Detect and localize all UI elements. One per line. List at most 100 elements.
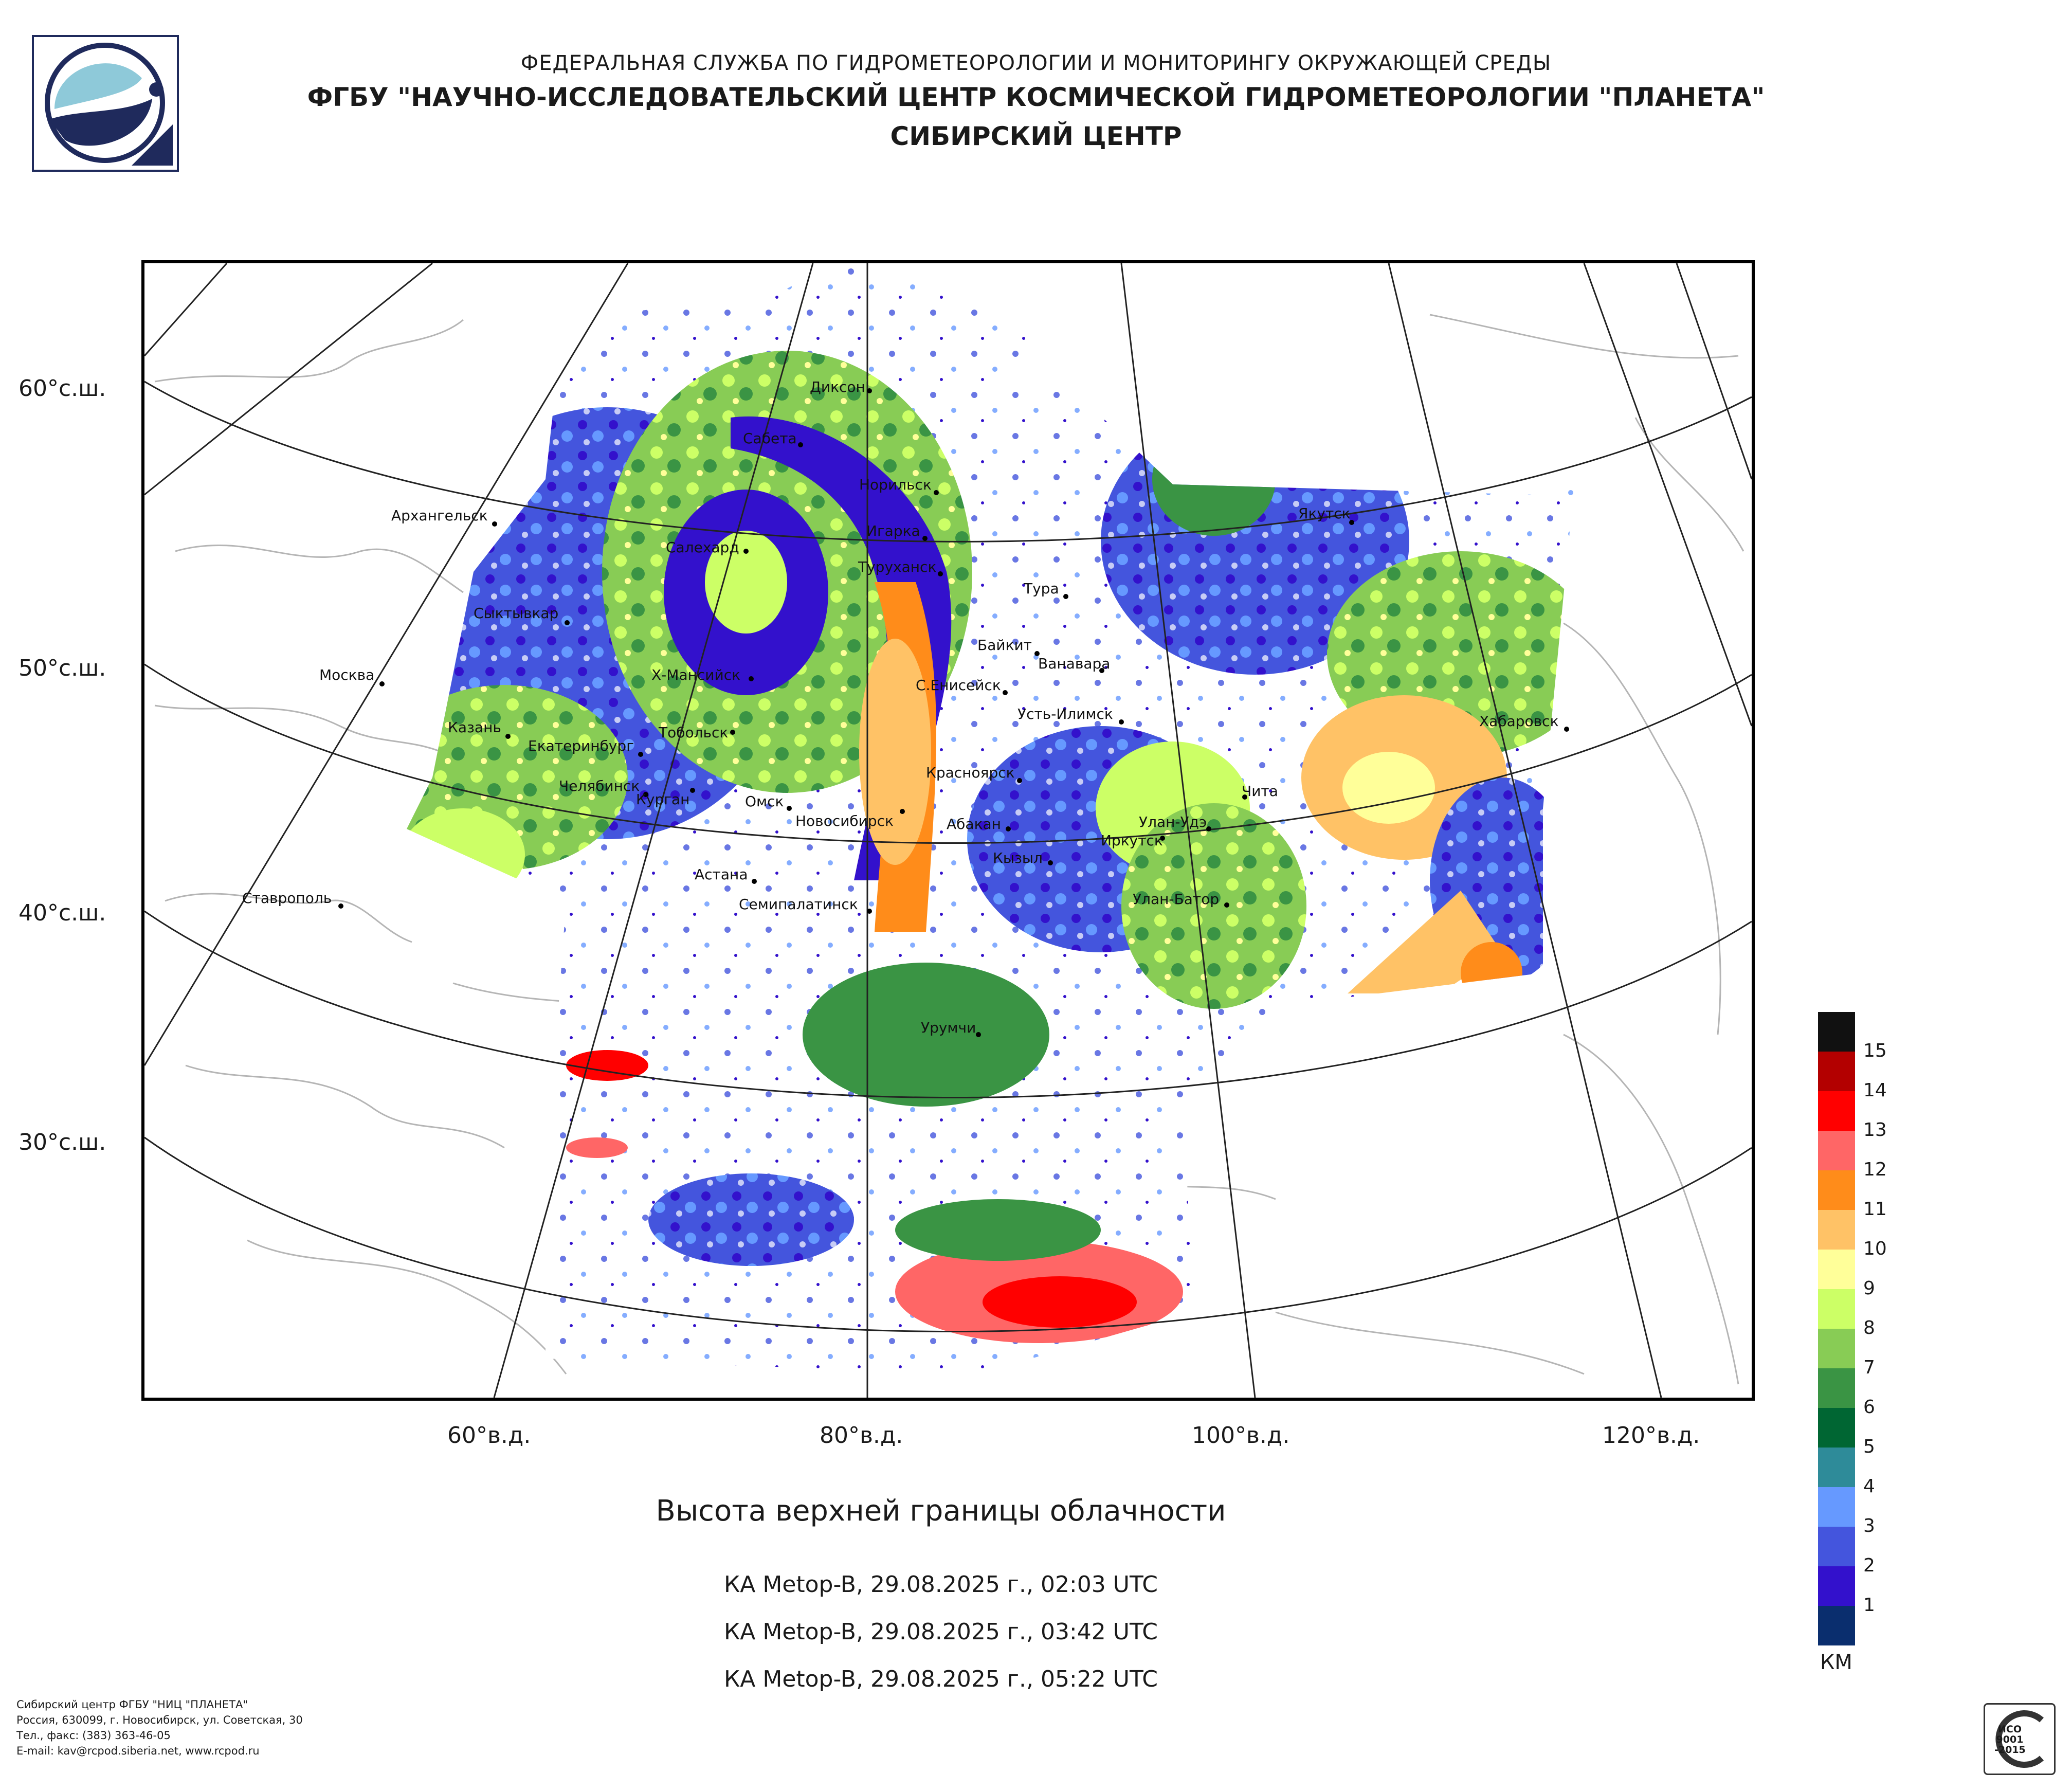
lat-label-60: 60°с.ш. (19, 375, 106, 402)
city-yekaterinburg: Екатеринбург (528, 737, 643, 757)
svg-text:Сабета: Сабета (743, 430, 797, 447)
legend-swatch (1818, 1527, 1855, 1566)
lon-label-80: 80°в.д. (820, 1422, 903, 1449)
city-abakan: Абакан (947, 816, 1011, 833)
svg-text:Омск: Омск (745, 793, 784, 810)
city-arkhangelsk: Архангельск (391, 507, 497, 527)
footer-address: Россия, 630099, г. Новосибирск, ул. Сове… (16, 1714, 303, 1726)
svg-text:Сыктывкар: Сыктывкар (474, 605, 558, 622)
map-canvas: Архангельск Сыктывкар Москва Казань Екат… (144, 263, 1752, 1398)
legend-label: 8 (1863, 1317, 1875, 1338)
city-turukhansk: Туруханск (858, 558, 943, 576)
satellite-pass-3: КА Metop-B, 29.08.2025 г., 05:22 UTC (724, 1666, 1158, 1692)
footer-phone: Тел., факс: (383) 363-46-05 (16, 1729, 171, 1742)
svg-text:Усть-Илимск: Усть-Илимск (1017, 705, 1113, 722)
city-irkutsk: Иркутск (1101, 832, 1165, 849)
svg-text:Кызыл: Кызыл (993, 849, 1043, 866)
svg-text:Екатеринбург: Екатеринбург (528, 737, 634, 754)
svg-text:Байкит: Байкит (977, 637, 1032, 654)
city-semipalatinsk: Семипалатинск (739, 896, 872, 914)
cloud-top-height-map[interactable]: Архангельск Сыктывкар Москва Казань Екат… (141, 260, 1755, 1401)
city-khanty-mansiysk: Х-Мансийск (651, 666, 754, 683)
city-khabarovsk: Хабаровск (1479, 713, 1569, 732)
legend-label: 12 (1863, 1159, 1887, 1180)
svg-text:Якутск: Якутск (1298, 505, 1351, 522)
city-dikson: Диксон (810, 378, 872, 395)
svg-text:Улан-Удэ: Улан-Удэ (1139, 813, 1207, 830)
svg-text:Семипалатинск: Семипалатинск (739, 896, 858, 913)
city-astana: Астана (695, 866, 757, 884)
graticule (144, 263, 1752, 1398)
svg-text:Туруханск: Туруханск (858, 558, 936, 575)
iso-certificate-badge: ИСО 9001 -2015 (1984, 1703, 2056, 1775)
svg-text:Абакан: Абакан (947, 816, 1001, 833)
legend-swatch (1818, 1131, 1855, 1170)
legend-label: 13 (1863, 1119, 1887, 1141)
footer-email[interactable]: E-mail: kav@rcpod.siberia.net, www.rcpod… (16, 1745, 260, 1757)
city-ust-ilimsk: Усть-Илимск (1017, 705, 1124, 725)
city-moscow: Москва (319, 666, 385, 686)
legend-label: 11 (1863, 1199, 1887, 1220)
legend-swatch (1818, 1566, 1855, 1606)
svg-text:Ванавара: Ванавара (1038, 655, 1110, 672)
city-novosibirsk: Новосибирск (795, 809, 905, 829)
planeta-logo-icon (45, 43, 173, 166)
city-syktyvkar: Сыктывкар (474, 605, 570, 625)
city-sabetta: Сабета (743, 430, 803, 447)
svg-text:Москва: Москва (319, 666, 374, 683)
institute-name: ФГБУ "НАУЧНО-ИССЛЕДОВАТЕЛЬСКИЙ ЦЕНТР КОС… (307, 82, 1765, 112)
svg-text:Тобольск: Тобольск (658, 724, 728, 741)
svg-text:Салехард: Салехард (666, 539, 739, 556)
legend-swatch (1818, 1408, 1855, 1448)
legend-label: 15 (1863, 1040, 1887, 1061)
city-vanavara: Ванавара (1038, 655, 1110, 673)
city-kyzyl: Кызыл (993, 849, 1053, 866)
svg-text:Диксон: Диксон (810, 378, 865, 395)
city-kazan: Казань (448, 719, 511, 739)
svg-text:Астана: Астана (695, 866, 748, 883)
svg-text:Хабаровск: Хабаровск (1479, 713, 1558, 730)
cert-year: -2015 (1994, 1744, 2026, 1756)
lat-label-40: 40°с.ш. (19, 900, 106, 926)
city-stavropol: Ставрополь (242, 890, 343, 909)
legend-label: 14 (1863, 1080, 1887, 1101)
contact-footer: Сибирский центр ФГБУ "НИЦ "ПЛАНЕТА" Росс… (16, 1697, 303, 1759)
svg-text:Чита: Чита (1242, 783, 1278, 800)
certificate-c-icon (1995, 1710, 2044, 1768)
legend-swatch (1818, 1052, 1855, 1091)
agency-name: ФЕДЕРАЛЬНАЯ СЛУЖБА ПО ГИДРОМЕТЕОРОЛОГИИ … (520, 51, 1552, 75)
city-tura: Тура (1023, 580, 1068, 599)
city-chita: Чита (1242, 783, 1278, 800)
satellite-pass-2: КА Metop-B, 29.08.2025 г., 03:42 UTC (724, 1619, 1158, 1645)
city-omsk: Омск (745, 793, 792, 811)
lon-label-100: 100°в.д. (1192, 1422, 1290, 1449)
svg-text:Тура: Тура (1023, 580, 1059, 597)
legend-swatch (1818, 1289, 1855, 1329)
center-name: СИБИРСКИЙ ЦЕНТР (890, 121, 1182, 151)
svg-text:Ставрополь: Ставрополь (242, 890, 332, 907)
legend-label: 5 (1863, 1436, 1875, 1457)
city-chelyabinsk: Челябинск (559, 777, 648, 797)
city-krasnoyarsk: Красноярск (926, 764, 1022, 783)
legend-swatch (1818, 1250, 1855, 1289)
legend-label: 10 (1863, 1238, 1887, 1259)
svg-text:Игарка: Игарка (866, 522, 920, 539)
city-s-yeniseysk: С.Енисейск (916, 677, 1008, 695)
svg-text:Урумчи: Урумчи (921, 1019, 976, 1036)
city-baykit: Байкит (977, 637, 1040, 656)
city-ulan-ude: Улан-Удэ (1139, 813, 1211, 831)
legend-swatch (1818, 1091, 1855, 1131)
city-kurgan: Курган (636, 788, 695, 808)
lon-label-60: 60°в.д. (447, 1422, 531, 1449)
legend-label: 2 (1863, 1555, 1875, 1576)
legend-label: 6 (1863, 1397, 1875, 1418)
lon-label-120: 120°в.д. (1602, 1422, 1700, 1449)
legend-swatch (1818, 1448, 1855, 1487)
svg-text:Красноярск: Красноярск (926, 764, 1015, 781)
legend-label: 4 (1863, 1476, 1875, 1497)
product-title: Высота верхней границы облачности (656, 1494, 1226, 1528)
city-urumqi: Урумчи (921, 1019, 981, 1037)
cert-iso: ИСО (1998, 1724, 2022, 1735)
city-salekhard: Салехард (666, 539, 749, 556)
satellite-pass-1: КА Metop-B, 29.08.2025 г., 02:03 UTC (724, 1571, 1158, 1598)
